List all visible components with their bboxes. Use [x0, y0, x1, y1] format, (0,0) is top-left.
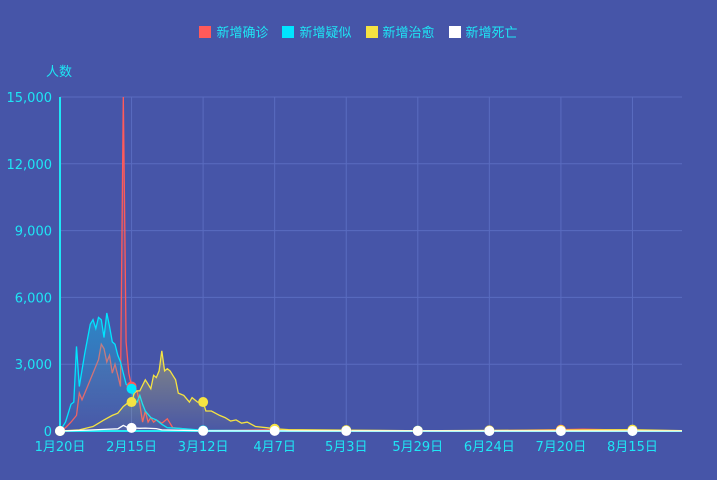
x-tick-label: 1月20日 [35, 440, 86, 455]
data-point[interactable] [126, 383, 137, 394]
data-point[interactable] [126, 397, 137, 408]
data-point[interactable] [55, 426, 65, 436]
x-tick-label: 4月7日 [253, 440, 296, 455]
data-point[interactable] [198, 397, 209, 408]
legend-item-suspected[interactable]: 新增疑似 [282, 22, 352, 41]
legend-label: 新增死亡 [465, 26, 518, 41]
y-tick-label: 9,000 [15, 225, 52, 240]
data-point[interactable] [484, 425, 495, 436]
x-tick-label: 2月15日 [106, 440, 157, 455]
y-tick-label: 3,000 [15, 358, 52, 373]
legend: 新增确诊 新增疑似 新增治愈 新增死亡 [0, 22, 717, 41]
legend-item-confirmed[interactable]: 新增确诊 [199, 22, 268, 41]
x-tick-label: 5月29日 [392, 440, 443, 455]
x-tick-label: 8月15日 [607, 440, 658, 455]
data-point[interactable] [555, 425, 566, 436]
legend-item-death[interactable]: 新增死亡 [448, 22, 518, 41]
legend-swatch [282, 25, 295, 38]
series-line [59, 424, 683, 432]
y-tick-label: 12,000 [7, 158, 53, 173]
data-point[interactable] [341, 425, 352, 436]
data-point[interactable] [412, 425, 423, 436]
x-tick-label: 7月20日 [535, 440, 586, 455]
y-tick-label: 6,000 [15, 291, 52, 306]
x-tick-label: 6月24日 [464, 440, 515, 455]
x-tick-label: 3月12日 [178, 440, 229, 455]
y-axis-label: 人数 [46, 65, 73, 80]
y-tick-label: 15,000 [7, 91, 53, 106]
legend-item-cured[interactable]: 新增治愈 [365, 22, 435, 41]
x-tick-label: 5月3日 [325, 440, 368, 455]
legend-label: 新增疑似 [299, 26, 352, 41]
legend-swatch [365, 25, 378, 38]
legend-label: 新增确诊 [216, 26, 269, 41]
legend-swatch [448, 25, 461, 38]
data-point[interactable] [269, 425, 280, 436]
series-area [60, 350, 682, 431]
data-point[interactable] [198, 425, 209, 436]
legend-label: 新增治愈 [382, 26, 435, 41]
data-point[interactable] [627, 425, 638, 436]
y-tick-label: 0 [44, 425, 52, 440]
legend-swatch [199, 25, 212, 38]
data-point[interactable] [126, 422, 137, 433]
series-area [60, 425, 682, 431]
